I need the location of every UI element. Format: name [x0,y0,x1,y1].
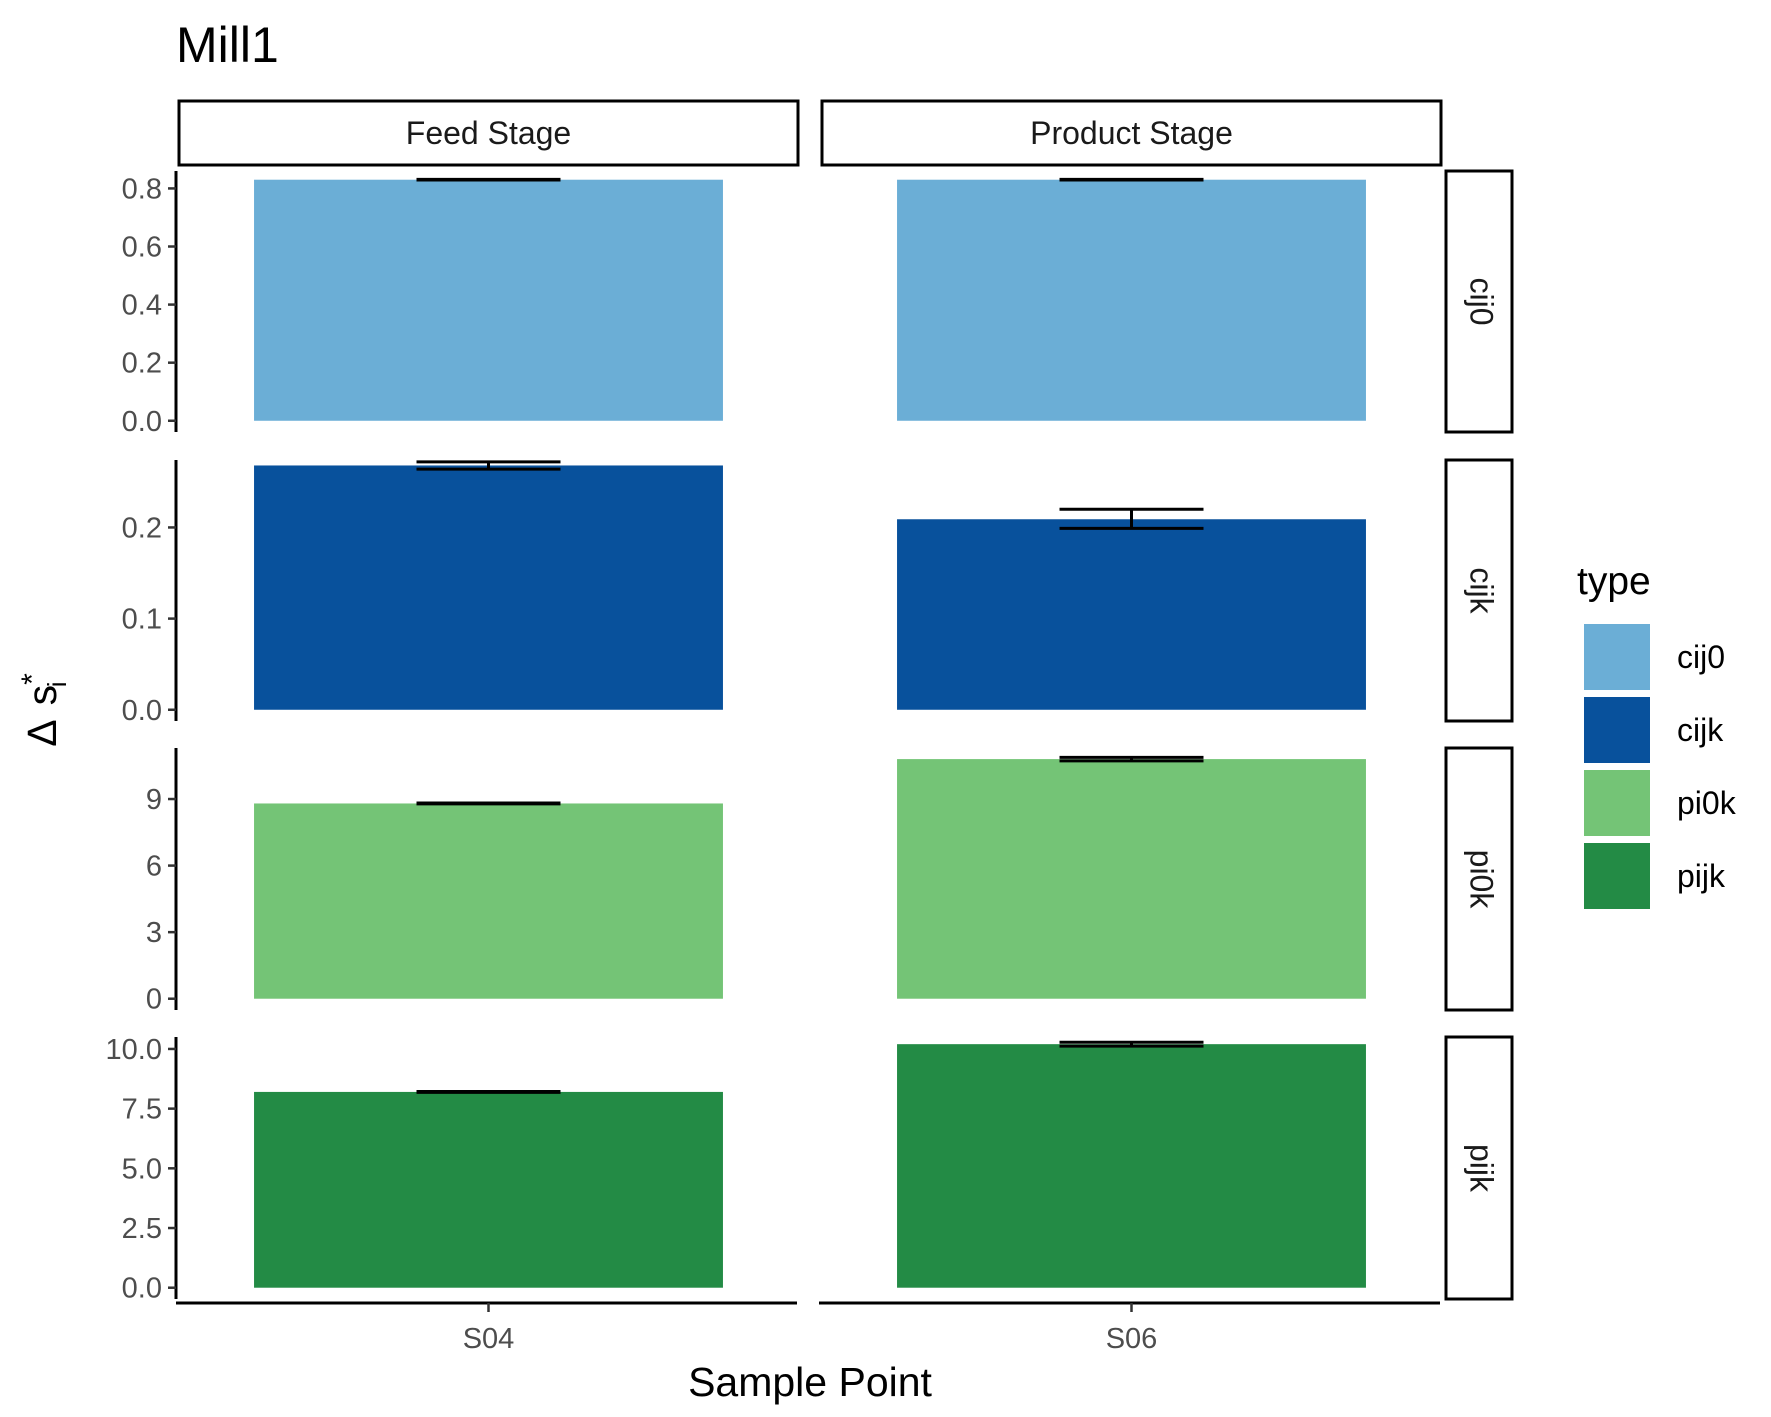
error-bar-pi0k-S06 [1059,755,1204,763]
y-tick-label-cijk: 0.1 [122,604,162,636]
y-tick-label-pijk: 0.0 [122,1273,162,1305]
y-tick-label-pi0k: 9 [146,784,162,816]
row-strip-label-cijk: cijk [1464,567,1500,614]
bar-pijk-S06 [897,1044,1366,1288]
y-tick-label-pi0k: 6 [146,851,162,883]
bar-pi0k-S04 [254,803,723,999]
y-tick-label-cij0: 0.0 [122,406,162,438]
bar-pi0k-S06 [897,759,1366,999]
legend-label-pijk: pijk [1677,858,1726,894]
y-axis-title-sup: * [16,673,49,685]
bar-pijk-S04 [254,1091,723,1288]
error-bar-pi0k-S04 [416,801,561,806]
legend-swatch-cij0 [1584,624,1650,690]
legend-swatch-cijk [1584,697,1650,763]
y-tick-label-cij0: 0.8 [122,173,162,205]
error-bar-cijk-S06 [1059,507,1204,530]
y-axis-title: Δs*i [16,673,72,747]
facet-grid: 0.0 0.2 0.4 0.6 0.8 cij0 0.0 0.1 0.2 cijk 0 3 6 9 pi0k… [106,99,1514,1305]
x-tick-label-S04: S04 [463,1323,515,1355]
error-bar-cij0-S06 [1059,177,1204,182]
x-axis-title: Sample Point [688,1359,932,1405]
x-axis: S04 S06 [176,1301,1440,1355]
y-axis-title-sub: i [42,681,72,687]
row-strip-label-cij0: cij0 [1464,277,1500,325]
y-tick-label-pi0k: 0 [146,984,162,1016]
bar-cij0-S06 [897,179,1366,421]
row-strip-pi0k [1444,746,1514,1012]
legend-label-pi0k: pi0k [1677,785,1737,821]
row-strip-label-pijk: pijk [1464,1144,1500,1193]
row-strip-cij0 [1444,169,1514,434]
y-tick-label-pi0k: 3 [146,917,162,949]
error-bar-cij0-S04 [416,177,561,182]
bar-cijk-S06 [897,519,1366,710]
legend-swatch-pi0k [1584,770,1650,836]
chart-title: Mill1 [176,17,279,73]
legend-swatch-pijk [1584,843,1650,909]
y-tick-label-cij0: 0.2 [122,348,162,380]
y-tick-label-pijk: 2.5 [122,1213,162,1245]
row-strip-pijk [1444,1035,1514,1301]
y-tick-label-cijk: 0.0 [122,695,162,727]
y-tick-label-cij0: 0.6 [122,232,162,264]
bar-cijk-S04 [254,465,723,710]
error-bar-pijk-S06 [1059,1040,1204,1048]
legend-label-cijk: cijk [1677,712,1724,748]
y-tick-label-pijk: 10.0 [106,1034,162,1066]
row-strip-cijk [1444,458,1514,723]
y-axis-title-symbol: Δ [19,719,65,746]
y-tick-label-cij0: 0.4 [122,290,162,322]
x-tick-label-S06: S06 [1106,1323,1158,1355]
column-strip-S06 [820,99,1443,167]
y-tick-label-pijk: 7.5 [122,1094,162,1126]
column-strip-label-S04: Feed Stage [406,115,571,151]
y-tick-label-pijk: 5.0 [122,1153,162,1185]
error-bar-pijk-S04 [416,1089,561,1094]
row-strip-label-pi0k: pi0k [1464,850,1500,910]
legend: type cij0 cijk pi0k pijk [1577,560,1737,909]
bar-cij0-S04 [254,179,723,421]
y-tick-label-cijk: 0.2 [122,512,162,544]
error-bar-cijk-S04 [416,460,561,471]
y-axis-title-base: s [19,685,65,706]
column-strip-label-S06: Product Stage [1030,115,1233,151]
legend-title: type [1577,560,1651,603]
legend-label-cij0: cij0 [1677,639,1725,675]
column-strip-S04 [177,99,800,167]
